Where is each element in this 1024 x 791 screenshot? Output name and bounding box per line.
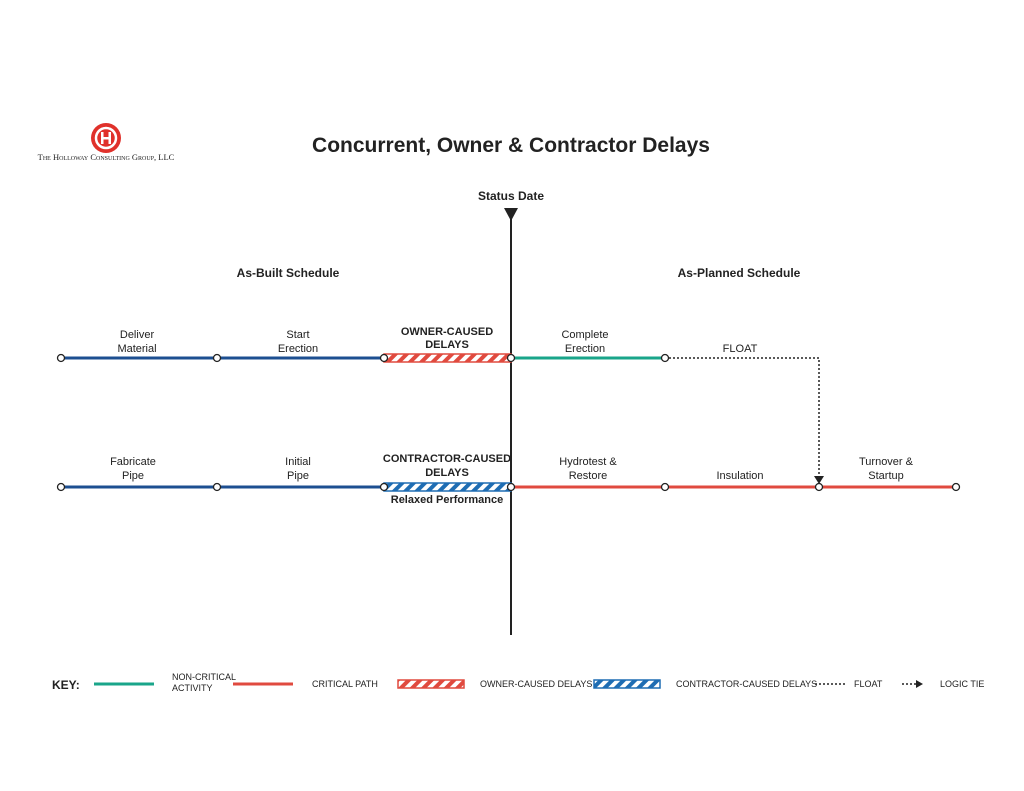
- key-swatch: [593, 679, 661, 689]
- activity-label: Insulation: [716, 470, 763, 482]
- activity-label: Erection: [278, 343, 318, 355]
- key-label: FLOAT: [854, 679, 883, 689]
- activity-label: Deliver: [120, 329, 155, 341]
- owner-delay-bar: [383, 353, 512, 363]
- note: Relaxed Performance: [391, 494, 504, 506]
- activity-label: Startup: [868, 470, 903, 482]
- key-label: CONTRACTOR-CAUSED DELAYS: [676, 679, 817, 689]
- logic-tie-arrow: [814, 476, 824, 484]
- key-title: KEY:: [52, 678, 80, 692]
- activity-label: Hydrotest &: [559, 456, 617, 468]
- title: Concurrent, Owner & Contractor Delays: [312, 134, 710, 157]
- status-date-marker: [504, 208, 518, 221]
- activity-label: Material: [117, 343, 156, 355]
- activity-label: Pipe: [287, 470, 309, 482]
- delay-label: CONTRACTOR-CAUSED: [383, 453, 511, 465]
- key-swatch: [397, 679, 465, 689]
- float-line: [665, 357, 820, 478]
- activity-label: Fabricate: [110, 456, 156, 468]
- section-heading: As-Built Schedule: [237, 266, 340, 280]
- delay-label: OWNER-CAUSED: [401, 326, 493, 338]
- activity-label: Pipe: [122, 470, 144, 482]
- key-label: ACTIVITY: [172, 683, 213, 693]
- logo: [91, 123, 121, 153]
- key-label: OWNER-CAUSED DELAYS: [480, 679, 592, 689]
- activity-label: Initial: [285, 456, 311, 468]
- activity-label: Restore: [569, 470, 608, 482]
- section-heading: As-Planned Schedule: [678, 266, 801, 280]
- activity-label: Turnover &: [859, 456, 914, 468]
- activity-label: Complete: [561, 329, 608, 341]
- contractor-delay-bar: [383, 482, 512, 492]
- key-label: CRITICAL PATH: [312, 679, 378, 689]
- nodes: [56, 353, 961, 492]
- delay-label: DELAYS: [425, 467, 469, 479]
- key-swatch: [916, 680, 923, 688]
- delay-label: DELAYS: [425, 339, 469, 351]
- activity-label: Erection: [565, 343, 605, 355]
- activity-label: Start: [286, 329, 309, 341]
- company-name: The Holloway Consulting Group, LLC: [38, 152, 175, 162]
- float-label: FLOAT: [723, 343, 758, 355]
- key-label: LOGIC TIE: [940, 679, 984, 689]
- status-date-label: Status Date: [478, 189, 544, 203]
- key-label: NON-CRITICAL: [172, 672, 236, 682]
